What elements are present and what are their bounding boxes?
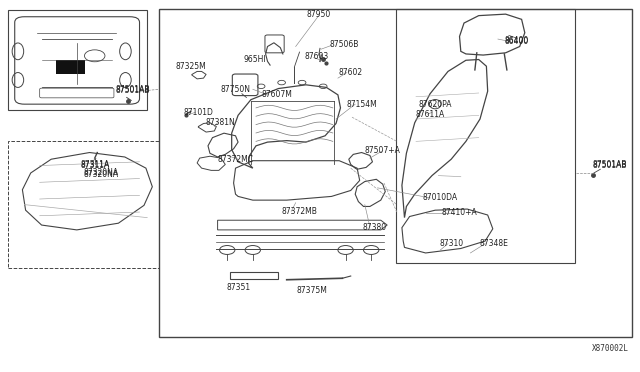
Text: 87410+A: 87410+A xyxy=(442,208,477,217)
Text: 87372MC: 87372MC xyxy=(218,155,253,164)
Text: 87611A: 87611A xyxy=(415,110,445,119)
Bar xyxy=(230,272,278,279)
Text: 87607M: 87607M xyxy=(261,90,292,99)
Text: 87380: 87380 xyxy=(362,223,387,232)
Text: 87010DA: 87010DA xyxy=(423,193,458,202)
Text: 86400: 86400 xyxy=(505,36,529,45)
Bar xyxy=(56,60,85,74)
Text: 87351: 87351 xyxy=(226,283,250,292)
Text: 87372MB: 87372MB xyxy=(282,207,317,216)
Text: 87501AB: 87501AB xyxy=(116,86,150,94)
Text: 87320NA: 87320NA xyxy=(84,169,118,177)
Text: 87310: 87310 xyxy=(439,239,463,248)
Text: 87750N: 87750N xyxy=(221,85,250,94)
Text: 87501AB: 87501AB xyxy=(592,160,627,169)
Text: 87381N: 87381N xyxy=(206,118,236,126)
Text: 87375M: 87375M xyxy=(297,286,328,295)
Text: 87950: 87950 xyxy=(307,10,331,19)
Text: 87501AB: 87501AB xyxy=(592,161,627,170)
Text: 87620PA: 87620PA xyxy=(419,100,452,109)
Text: 87348E: 87348E xyxy=(479,239,509,248)
Text: 86400: 86400 xyxy=(505,37,529,46)
Text: 87101D: 87101D xyxy=(184,108,213,117)
Text: 87311A: 87311A xyxy=(80,161,109,170)
Text: 87603: 87603 xyxy=(305,52,329,61)
Text: 87320NA: 87320NA xyxy=(84,170,118,179)
Text: X870002L: X870002L xyxy=(592,344,629,353)
Text: 87506B: 87506B xyxy=(330,40,359,49)
Text: 87325M: 87325M xyxy=(175,62,206,71)
Text: 87602: 87602 xyxy=(339,68,363,77)
Text: 87501AB: 87501AB xyxy=(116,85,150,94)
Text: 87154M: 87154M xyxy=(346,100,377,109)
Text: 87507+A: 87507+A xyxy=(365,146,401,155)
Text: 87311A: 87311A xyxy=(80,160,109,169)
Text: 965HI: 965HI xyxy=(243,55,266,64)
